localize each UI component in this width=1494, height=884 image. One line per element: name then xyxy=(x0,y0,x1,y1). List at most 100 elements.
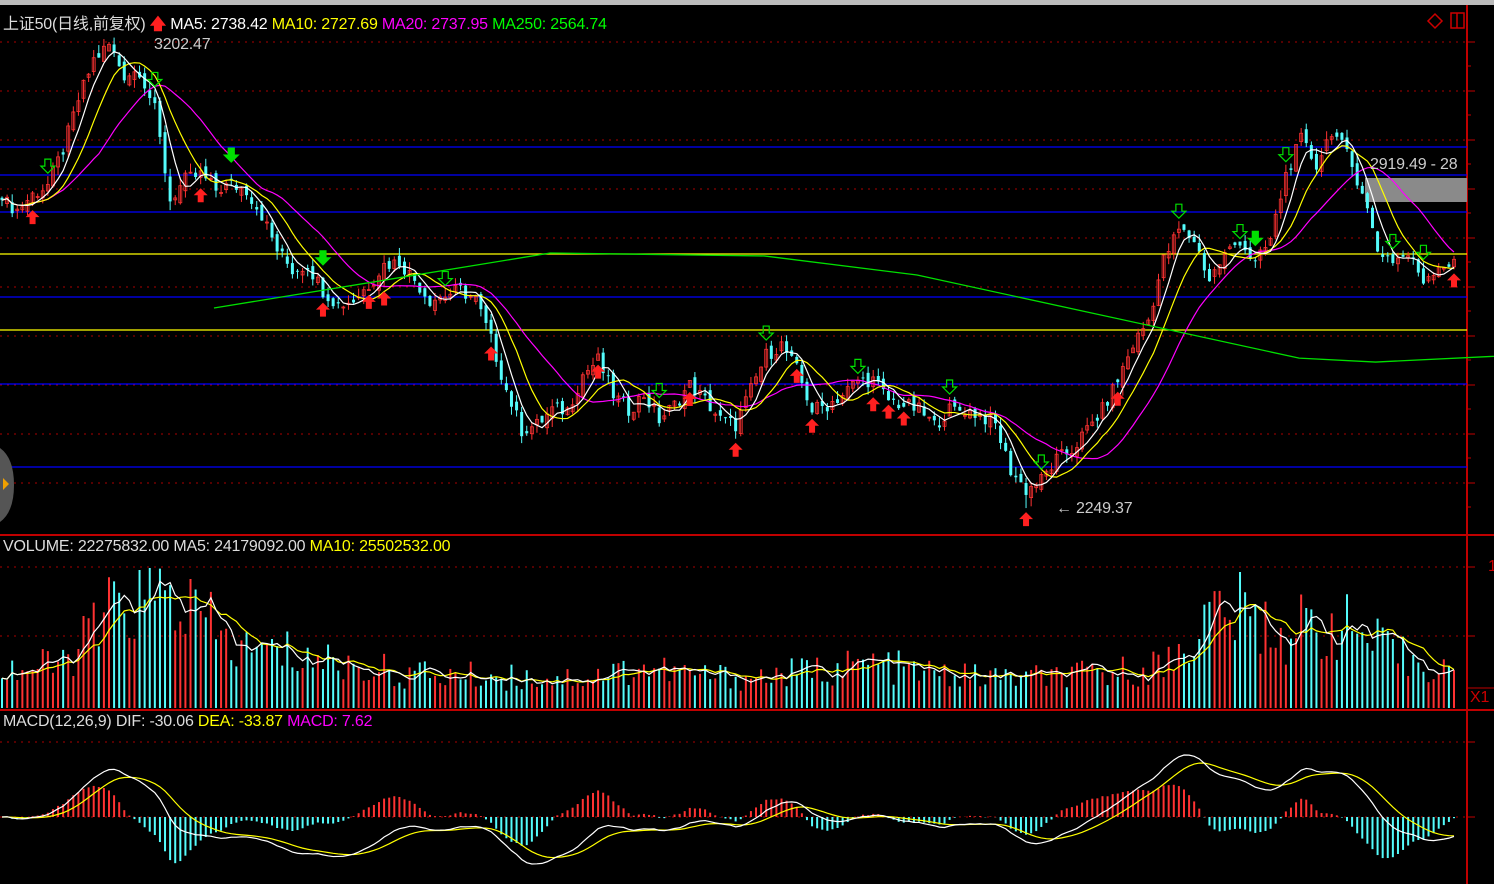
candle-body xyxy=(1004,442,1008,451)
candle-body xyxy=(158,100,162,137)
volume-header: VOLUME: 22275832.00 MA5: 24179092.00 MA1… xyxy=(3,538,451,556)
candle-body xyxy=(366,289,371,291)
candle-body xyxy=(743,396,748,408)
candle-body xyxy=(494,333,498,362)
multiplier-button[interactable]: X1 xyxy=(1470,689,1490,706)
sell-arrow-icon xyxy=(1414,244,1432,261)
candle-body xyxy=(922,406,926,416)
candle-body xyxy=(1065,449,1069,455)
ma20-line xyxy=(1,84,1455,460)
buy-arrow-icon xyxy=(25,210,40,225)
candle-body xyxy=(1161,254,1166,279)
candle-body xyxy=(489,319,493,334)
macd-value-label: MACD: 7.62 xyxy=(287,713,373,730)
sell-arrow-icon xyxy=(39,158,57,175)
candle-body xyxy=(1243,240,1247,251)
buy-arrow-icon xyxy=(805,418,820,433)
candle-body xyxy=(631,411,636,420)
candle-body xyxy=(402,261,406,275)
candle-body xyxy=(585,370,590,375)
candle-body xyxy=(97,53,101,58)
candle-body xyxy=(61,152,65,155)
sell-arrow-icon xyxy=(1384,233,1402,250)
candle-body xyxy=(1044,470,1049,477)
buy-arrow-icon xyxy=(193,188,208,203)
candle-body xyxy=(836,399,840,403)
candle-body xyxy=(897,404,901,409)
diamond-icon[interactable] xyxy=(1426,12,1444,30)
range-label: 2919.49 - 28 xyxy=(1370,156,1458,173)
dea-label: DEA: -33.87 xyxy=(197,713,283,730)
buy-arrow-icon xyxy=(881,404,896,419)
dif-label: DIF: -30.06 xyxy=(115,713,194,730)
candle-body xyxy=(1202,253,1206,271)
buy-arrow-icon xyxy=(866,397,881,412)
dif-line xyxy=(1,754,1455,865)
candle-body xyxy=(1049,469,1054,475)
up-arrow-icon: 🡅 xyxy=(149,16,166,33)
candle-body xyxy=(1024,483,1028,495)
candle-body xyxy=(759,366,764,382)
candle-body xyxy=(178,185,183,204)
candle-body xyxy=(56,156,60,168)
candle-body xyxy=(250,197,254,204)
volume-axis-label: 1 xyxy=(1488,558,1494,575)
candle-body xyxy=(606,375,610,377)
sell-arrow-filled-icon xyxy=(1246,230,1264,247)
candle-body xyxy=(0,197,4,201)
candle-body xyxy=(1192,236,1196,243)
candle-body xyxy=(525,431,529,434)
candle-body xyxy=(1278,198,1283,213)
candle-body xyxy=(101,45,106,62)
macd-header: MACD(12,26,9) DIF: -30.06 DEA: -33.87 MA… xyxy=(3,713,372,731)
candle-body xyxy=(693,377,697,396)
candle-body xyxy=(1253,260,1257,262)
candle-body xyxy=(418,282,422,293)
candle-body xyxy=(387,261,391,269)
candle-body xyxy=(627,397,631,416)
candle-body xyxy=(718,410,722,416)
low-arrow-icon: ← xyxy=(1056,500,1072,517)
candle-body xyxy=(290,263,294,275)
buy-arrow-icon xyxy=(377,291,392,306)
candle-body xyxy=(515,401,519,411)
candle-body xyxy=(484,305,488,323)
ma5-label: MA5: 2738.42 xyxy=(170,16,268,33)
candle-body xyxy=(927,416,932,419)
candle-body xyxy=(876,375,880,382)
candle-body xyxy=(886,391,890,401)
candle-body xyxy=(1106,402,1110,406)
candle-body xyxy=(1126,356,1130,370)
candle-body xyxy=(173,197,178,201)
candle-body xyxy=(820,400,824,406)
candle-body xyxy=(1171,234,1176,254)
candle-body xyxy=(188,171,193,174)
candle-body xyxy=(433,299,437,311)
candle-body xyxy=(1391,254,1395,264)
sell-arrow-filled-icon xyxy=(314,250,332,266)
candle-body xyxy=(953,399,957,407)
candle-body xyxy=(361,289,366,297)
candle-body xyxy=(392,259,397,270)
chart-title: 上证50(日线,前复权) xyxy=(3,16,146,33)
candle-body xyxy=(20,206,25,211)
top-border xyxy=(0,0,1494,5)
price-header: 上证50(日线,前复权) 🡅 MA5: 2738.42 MA10: 2727.6… xyxy=(3,10,607,40)
candle-body xyxy=(1197,242,1201,252)
candle-body xyxy=(300,270,305,276)
candle-body xyxy=(1080,431,1084,450)
candle-body xyxy=(892,398,896,400)
candle-body xyxy=(560,401,564,415)
candle-body xyxy=(285,256,289,264)
candle-body xyxy=(774,354,779,361)
candle-body xyxy=(377,275,381,291)
candle-body xyxy=(881,378,885,390)
candle-body xyxy=(1116,379,1120,383)
candle-body xyxy=(153,97,157,104)
sell-arrow-icon xyxy=(146,71,164,88)
candle-body xyxy=(942,420,947,427)
candle-body xyxy=(1304,129,1308,144)
candle-body xyxy=(1370,207,1374,229)
ma250-line xyxy=(213,252,1494,363)
